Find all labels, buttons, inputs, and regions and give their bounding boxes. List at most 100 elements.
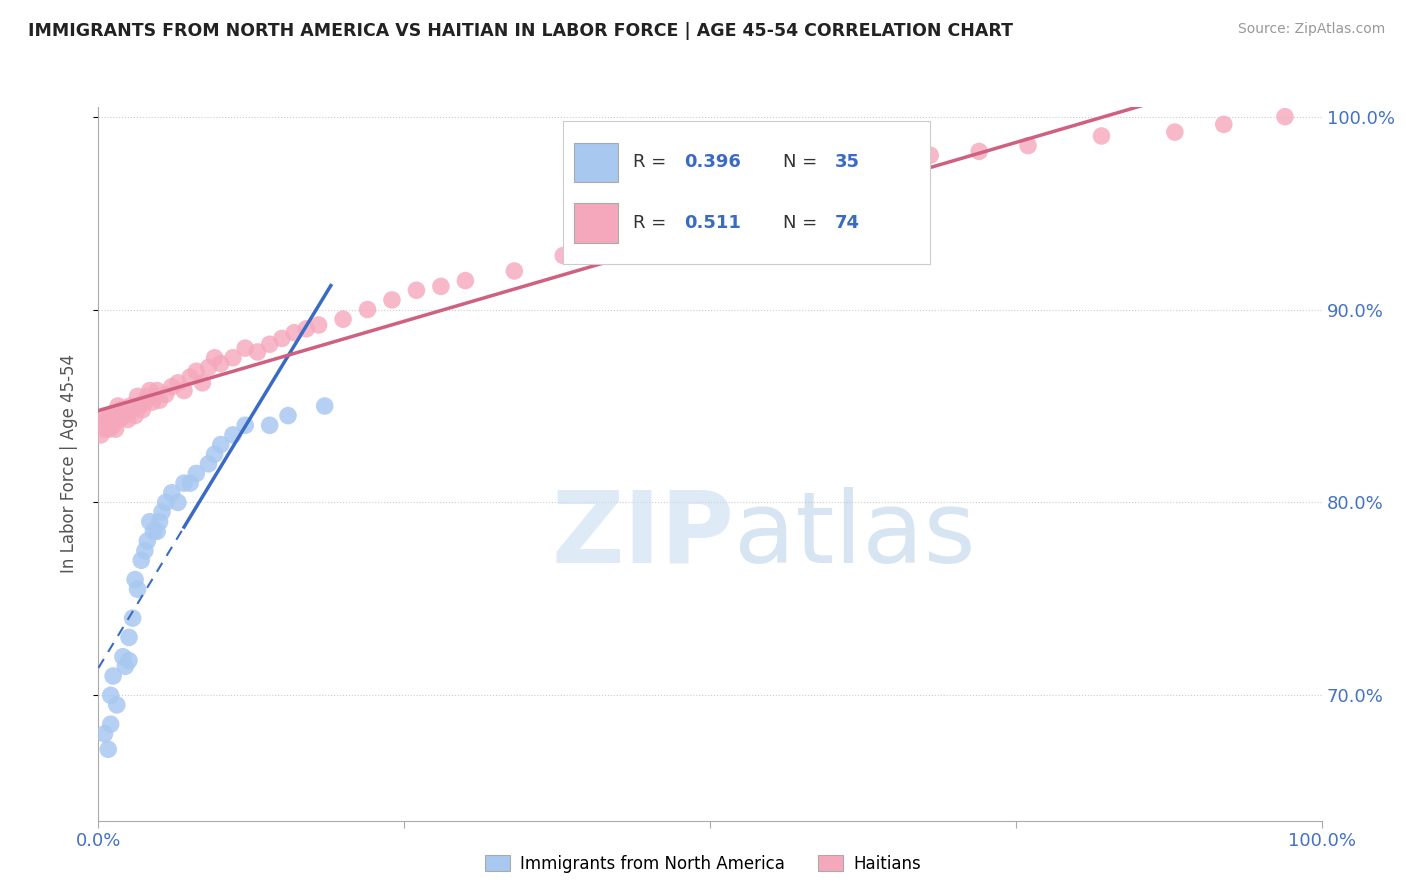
Point <box>97 418 120 433</box>
Point <box>146 524 169 539</box>
Point <box>139 384 162 398</box>
Point <box>222 351 245 365</box>
Point <box>108 412 131 426</box>
Point <box>129 553 152 567</box>
Point <box>107 399 129 413</box>
Point <box>233 341 256 355</box>
Point <box>1090 128 1112 143</box>
Point <box>91 414 114 428</box>
Point <box>179 476 201 491</box>
Point <box>103 414 125 428</box>
Point <box>314 399 336 413</box>
Point <box>283 326 305 340</box>
Point <box>270 331 294 345</box>
Point <box>101 669 124 683</box>
Point <box>120 399 142 413</box>
Point <box>204 447 226 461</box>
Point <box>277 409 299 423</box>
Point <box>104 422 127 436</box>
Text: IMMIGRANTS FROM NORTH AMERICA VS HAITIAN IN LABOR FORCE | AGE 45-54 CORRELATION : IMMIGRANTS FROM NORTH AMERICA VS HAITIAN… <box>28 22 1014 40</box>
Point <box>105 409 128 423</box>
Point <box>503 264 526 278</box>
Point <box>139 515 162 529</box>
Point <box>356 302 378 317</box>
Point <box>114 407 136 421</box>
Point <box>1274 110 1296 124</box>
Point <box>129 399 152 413</box>
Point <box>101 407 124 421</box>
Point <box>141 395 163 409</box>
Point <box>626 229 648 244</box>
Point <box>127 389 149 403</box>
Point <box>167 376 190 390</box>
Point <box>332 312 354 326</box>
Point <box>186 467 208 481</box>
Point <box>191 376 214 390</box>
Point <box>1164 125 1187 139</box>
Point <box>967 145 990 159</box>
Point <box>160 380 183 394</box>
Text: ZIP: ZIP <box>551 487 734 583</box>
Point <box>167 495 190 509</box>
Point <box>97 742 120 756</box>
Point <box>96 412 118 426</box>
Point <box>576 244 599 259</box>
Point <box>295 322 318 336</box>
Point <box>308 318 330 332</box>
Point <box>90 428 112 442</box>
Text: Source: ZipAtlas.com: Source: ZipAtlas.com <box>1237 22 1385 37</box>
Point <box>124 409 146 423</box>
Point <box>117 412 139 426</box>
Point <box>454 274 477 288</box>
Point <box>91 418 114 433</box>
Point <box>405 283 427 297</box>
Point <box>100 688 122 702</box>
Point <box>93 422 115 436</box>
Point <box>197 457 219 471</box>
Point <box>127 582 149 597</box>
Point <box>105 698 128 712</box>
Point <box>121 402 143 417</box>
Point <box>114 659 136 673</box>
Point <box>143 389 166 403</box>
Point <box>111 409 134 423</box>
Point <box>748 191 770 205</box>
Point <box>110 402 132 417</box>
Point <box>204 351 226 365</box>
Point <box>149 393 172 408</box>
Text: atlas: atlas <box>734 487 976 583</box>
Point <box>94 409 117 423</box>
Point <box>197 360 219 375</box>
Point <box>246 345 269 359</box>
Point <box>98 422 121 436</box>
Point <box>101 418 124 433</box>
Point <box>430 279 453 293</box>
Point <box>883 158 905 172</box>
Point <box>160 485 183 500</box>
Legend: Immigrants from North America, Haitians: Immigrants from North America, Haitians <box>478 848 928 880</box>
Point <box>797 177 820 191</box>
Point <box>259 418 281 433</box>
Point <box>553 248 575 262</box>
Point <box>150 505 173 519</box>
Point <box>155 387 177 401</box>
Point <box>142 524 165 539</box>
Point <box>134 395 156 409</box>
Point <box>173 476 195 491</box>
Point <box>121 611 143 625</box>
Point <box>1017 138 1039 153</box>
Point <box>222 428 245 442</box>
Point <box>845 163 868 178</box>
Y-axis label: In Labor Force | Age 45-54: In Labor Force | Age 45-54 <box>59 354 77 574</box>
Point <box>920 148 942 162</box>
Point <box>100 717 122 731</box>
Point <box>233 418 256 433</box>
Point <box>131 402 153 417</box>
Point <box>118 631 141 645</box>
Point <box>699 210 721 224</box>
Point <box>259 337 281 351</box>
Point <box>173 384 195 398</box>
Point <box>111 649 134 664</box>
Point <box>149 515 172 529</box>
Point <box>111 410 134 425</box>
